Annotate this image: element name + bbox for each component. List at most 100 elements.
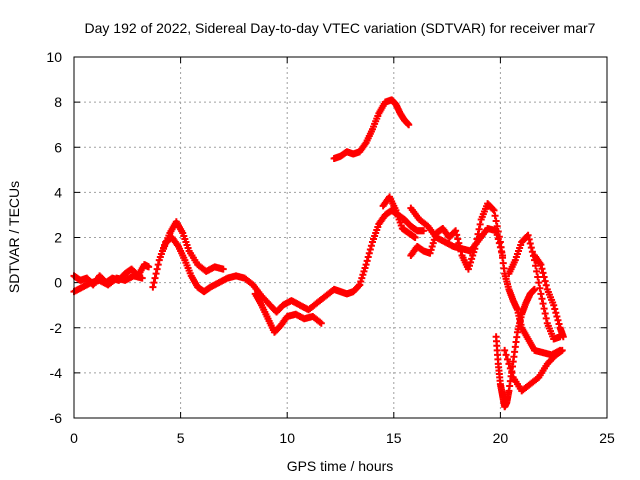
- y-tick-label: -4: [50, 365, 63, 381]
- data-point: [531, 285, 539, 293]
- data-point: [361, 264, 369, 272]
- data-point: [365, 249, 373, 257]
- data-point: [528, 248, 536, 256]
- series-track-4: [160, 218, 227, 275]
- data-point: [428, 243, 436, 251]
- data-point: [556, 333, 564, 341]
- series-track-10: [407, 204, 507, 260]
- data-point: [138, 274, 146, 282]
- data-point: [465, 262, 473, 270]
- series-track-5: [251, 290, 325, 336]
- data-point: [538, 295, 546, 303]
- data-point: [541, 277, 549, 285]
- data-point: [537, 261, 545, 269]
- data-point: [534, 273, 542, 281]
- data-point: [357, 277, 365, 285]
- data-point: [539, 269, 547, 277]
- data-point: [145, 263, 153, 271]
- y-tick-label: 8: [54, 94, 62, 110]
- data-point: [527, 244, 535, 252]
- x-tick-labels: 0 5 10 15 20 25: [70, 430, 615, 446]
- data-point: [154, 261, 162, 269]
- data-point: [492, 227, 500, 235]
- data-point: [540, 273, 548, 281]
- series-track-13: [531, 252, 567, 341]
- data-point: [536, 284, 544, 292]
- data-point: [495, 239, 503, 247]
- data-point: [532, 262, 540, 270]
- data-point: [497, 247, 505, 255]
- data-point: [492, 217, 500, 225]
- data-point: [537, 290, 545, 298]
- data-point: [490, 206, 498, 214]
- data-point: [367, 242, 375, 250]
- data-point: [524, 231, 532, 239]
- y-tick-label: 2: [54, 230, 62, 246]
- plot-frame: [73, 56, 608, 419]
- data-point: [362, 261, 370, 269]
- data-point: [149, 283, 157, 291]
- data-point: [504, 355, 512, 363]
- data-point: [454, 235, 462, 243]
- data-point: [551, 305, 559, 313]
- data-points: [70, 96, 567, 411]
- x-tick-label: 25: [599, 430, 615, 446]
- y-tick-label: -6: [50, 410, 63, 426]
- data-point: [356, 281, 364, 289]
- series-track-11: [492, 285, 539, 411]
- data-point: [526, 240, 534, 248]
- series-track-7: [379, 193, 419, 241]
- data-point: [499, 252, 507, 260]
- data-point: [360, 267, 368, 275]
- series-track-8: [330, 96, 413, 163]
- data-point: [529, 252, 537, 260]
- y-tick-labels: -6 -4 -2 0 2 4 6 8 10: [46, 49, 62, 426]
- data-point: [151, 274, 159, 282]
- data-point: [426, 249, 434, 257]
- data-point: [501, 346, 509, 354]
- data-point: [219, 265, 227, 273]
- data-point: [464, 265, 472, 273]
- data-point: [493, 222, 501, 230]
- data-point: [494, 235, 502, 243]
- x-axis-title: GPS time / hours: [287, 458, 394, 474]
- y-tick-label: -2: [50, 320, 63, 336]
- data-point: [505, 360, 513, 368]
- data-point: [317, 319, 325, 327]
- data-point: [554, 316, 562, 324]
- data-point: [496, 243, 504, 251]
- data-point: [533, 267, 541, 275]
- data-point: [525, 235, 533, 243]
- data-point: [153, 265, 161, 273]
- data-point: [363, 257, 371, 265]
- data-point: [552, 309, 560, 317]
- x-tick-label: 20: [493, 430, 509, 446]
- data-point: [542, 314, 550, 322]
- data-point: [452, 227, 460, 235]
- data-point: [541, 309, 549, 317]
- data-point: [540, 305, 548, 313]
- data-point: [476, 220, 484, 228]
- data-point: [542, 281, 550, 289]
- data-point: [405, 121, 413, 129]
- data-point: [475, 225, 483, 233]
- data-point: [550, 301, 558, 309]
- x-tick-label: 15: [386, 430, 402, 446]
- data-point: [364, 253, 372, 261]
- series-track-2: [70, 272, 146, 296]
- data-point: [538, 265, 546, 273]
- grid: [74, 57, 607, 418]
- data-point: [491, 212, 499, 220]
- data-point: [489, 205, 497, 213]
- data-point: [558, 346, 566, 354]
- y-axis-title: SDTVAR / TECUs: [6, 181, 22, 293]
- data-point: [420, 227, 428, 235]
- data-point: [366, 246, 374, 254]
- x-tick-label: 10: [279, 430, 295, 446]
- series-track-14: [505, 231, 564, 343]
- y-tick-label: 6: [54, 139, 62, 155]
- x-tick-label: 0: [70, 430, 78, 446]
- data-point: [453, 231, 461, 239]
- data-point: [152, 270, 160, 278]
